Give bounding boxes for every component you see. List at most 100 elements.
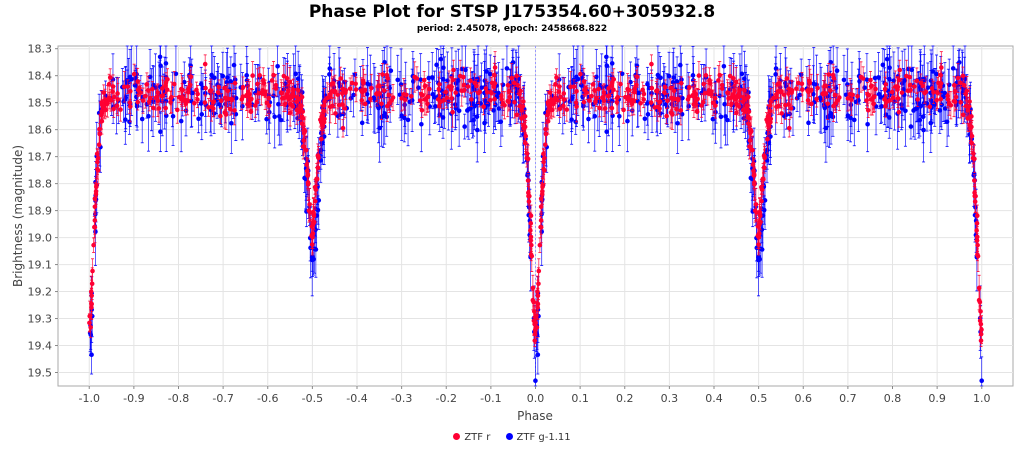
data-point-ztf-r: [419, 107, 425, 113]
data-point-ztf-r: [717, 72, 723, 78]
data-point-ztf-g: [196, 116, 201, 122]
data-point-ztf-g: [642, 116, 648, 122]
data-point-ztf-g: [848, 102, 854, 108]
data-point-ztf-g: [718, 114, 724, 120]
data-point-ztf-r: [669, 112, 675, 117]
data-point-ztf-g: [303, 176, 308, 182]
data-point-ztf-g: [645, 112, 651, 117]
data-point-ztf-r: [359, 98, 365, 103]
data-point-ztf-g: [950, 66, 956, 71]
data-point-ztf-r: [709, 92, 714, 98]
data-point-ztf-g: [224, 79, 230, 85]
data-point-ztf-r: [135, 99, 141, 105]
data-point-ztf-g: [887, 65, 892, 71]
data-point-ztf-r: [960, 73, 966, 79]
data-point-ztf-g: [739, 71, 745, 77]
data-point-ztf-r: [451, 67, 456, 73]
data-point-ztf-g: [398, 82, 404, 87]
data-point-ztf-g: [586, 116, 591, 122]
data-point-ztf-g: [830, 114, 836, 120]
grid: [58, 46, 1013, 386]
data-point-ztf-g: [876, 75, 881, 80]
data-point-ztf-r: [514, 112, 520, 118]
data-point-ztf-g: [852, 117, 857, 123]
data-point-ztf-r: [652, 105, 658, 110]
data-point-ztf-g: [609, 61, 615, 66]
data-point-ztf-g: [758, 246, 764, 252]
data-point-ztf-r: [747, 138, 753, 143]
data-point-ztf-r: [312, 198, 318, 204]
data-point-ztf-g: [592, 113, 598, 119]
data-point-ztf-r: [814, 96, 820, 102]
data-point-ztf-r: [664, 113, 669, 119]
data-point-ztf-r: [866, 92, 872, 98]
data-point-ztf-r: [532, 309, 537, 314]
data-point-ztf-r: [474, 83, 479, 89]
series-ztf-r: [87, 51, 984, 347]
data-point-ztf-r: [368, 96, 373, 102]
data-point-ztf-r: [468, 78, 473, 84]
data-point-ztf-r: [232, 108, 237, 113]
data-point-ztf-g: [351, 92, 356, 98]
data-point-ztf-r: [777, 80, 782, 86]
data-point-ztf-r: [938, 72, 943, 78]
data-point-ztf-g: [921, 127, 926, 133]
data-point-ztf-r: [662, 84, 668, 90]
data-point-ztf-g: [670, 79, 676, 85]
data-point-ztf-g: [749, 176, 755, 182]
data-point-ztf-r: [920, 83, 926, 89]
chart-title: Phase Plot for STSP J175354.60+305932.8: [308, 2, 716, 22]
data-point-ztf-g: [690, 73, 696, 78]
data-point-ztf-g: [419, 121, 424, 127]
data-point-ztf-g: [139, 116, 145, 122]
data-point-ztf-r: [609, 105, 615, 111]
data-point-ztf-r: [556, 89, 562, 94]
data-point-ztf-r: [897, 67, 903, 73]
data-point-ztf-g: [903, 108, 908, 114]
chart-subtitle: period: 2.45078, epoch: 2458668.822: [416, 24, 608, 34]
data-point-ztf-r: [938, 96, 944, 102]
data-point-ztf-r: [318, 117, 323, 123]
data-point-ztf-g: [604, 129, 609, 135]
data-point-ztf-g: [899, 102, 904, 107]
data-point-ztf-g: [909, 67, 915, 73]
data-point-ztf-g: [277, 114, 282, 119]
data-point-ztf-r: [654, 88, 660, 93]
data-point-ztf-g: [188, 63, 193, 69]
data-point-ztf-r: [578, 71, 583, 77]
data-point-ztf-r: [882, 86, 888, 92]
data-point-ztf-r: [719, 86, 725, 91]
data-point-ztf-r: [208, 88, 214, 93]
data-point-ztf-g: [942, 106, 948, 111]
data-point-ztf-r: [353, 81, 358, 87]
data-point-ztf-r: [175, 107, 180, 113]
data-point-ztf-g: [89, 352, 94, 358]
data-point-ztf-r: [469, 97, 474, 102]
data-point-ztf-r: [110, 89, 115, 94]
data-point-ztf-r: [408, 94, 414, 99]
data-point-ztf-r: [573, 100, 579, 105]
data-point-ztf-g: [463, 67, 468, 73]
data-point-ztf-r: [896, 109, 902, 115]
data-point-ztf-g: [359, 120, 365, 126]
data-point-ztf-r: [665, 98, 670, 104]
data-point-ztf-g: [146, 113, 151, 119]
data-point-ztf-r: [206, 105, 211, 110]
data-point-ztf-r: [492, 65, 498, 70]
data-point-ztf-r: [826, 72, 832, 77]
data-point-ztf-r: [744, 106, 750, 112]
data-point-ztf-g: [942, 90, 948, 96]
data-point-ztf-g: [123, 117, 128, 122]
data-point-ztf-r: [380, 72, 385, 77]
data-point-ztf-g: [757, 256, 763, 262]
data-point-ztf-r: [160, 86, 165, 91]
data-point-ztf-r: [171, 81, 177, 87]
data-point-ztf-g: [456, 108, 462, 114]
data-point-ztf-r: [333, 111, 338, 116]
data-point-ztf-g: [311, 256, 316, 262]
data-point-ztf-r: [967, 99, 972, 104]
data-point-ztf-g: [619, 71, 625, 77]
data-point-ztf-g: [496, 106, 502, 111]
data-point-ztf-r: [764, 117, 769, 123]
data-point-ztf-r: [865, 107, 871, 113]
